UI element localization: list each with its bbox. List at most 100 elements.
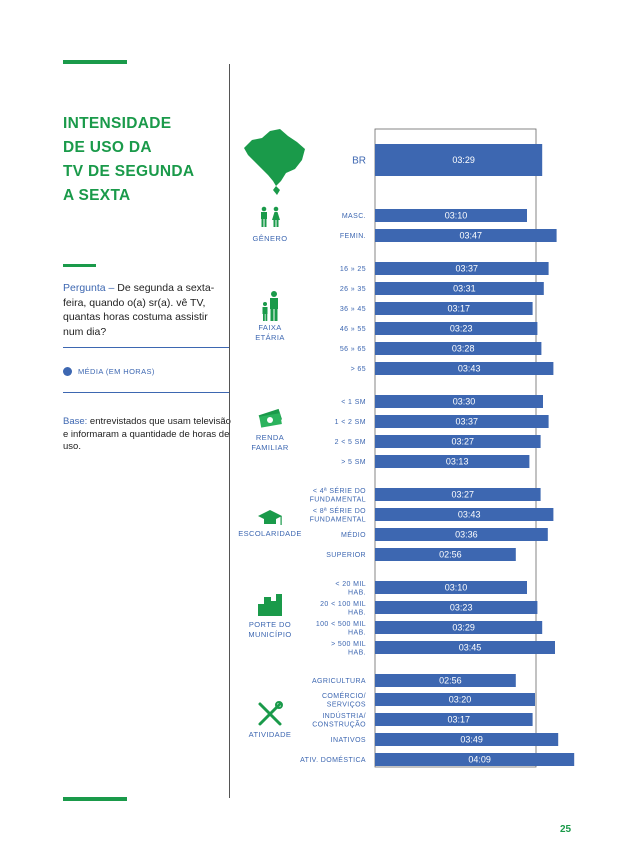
- category-label: > 500 MIL HAB.: [331, 641, 366, 657]
- category-label-line: INATIVOS: [331, 737, 366, 744]
- top-green-rule: [63, 60, 127, 64]
- brazil-map-icon: [244, 129, 305, 195]
- divider-line: [63, 347, 230, 348]
- group-label-line: RENDA: [256, 433, 284, 442]
- category-label-line: 46 » 55: [340, 326, 366, 333]
- category-label: SUPERIOR: [326, 552, 366, 559]
- bar: [375, 322, 538, 335]
- bar: [375, 435, 541, 448]
- category-label-line: HAB.: [348, 609, 366, 616]
- base-label: Base:: [63, 416, 88, 427]
- category-label-line: BR: [352, 156, 366, 167]
- category-label: MASC.: [342, 213, 366, 220]
- data-label: 03:36: [455, 530, 478, 540]
- group-label: ATIVIDADE: [249, 730, 292, 739]
- bar: [375, 262, 549, 275]
- group-label-line: ATIVIDADE: [249, 730, 292, 739]
- money-icon: [258, 408, 283, 428]
- bar: [375, 455, 530, 468]
- category-label-line: HAB.: [348, 649, 366, 656]
- category-label-line: SERVIÇOS: [327, 701, 366, 708]
- category-label-line: 36 » 45: [340, 306, 366, 313]
- category-label-line: INDÚSTRIA/: [322, 711, 366, 720]
- section-green-rule: [63, 264, 96, 267]
- category-label-line: SUPERIOR: [326, 552, 366, 559]
- bar: [375, 144, 543, 176]
- question-label: Pergunta –: [63, 282, 115, 294]
- data-label: 03:13: [446, 457, 469, 467]
- group-label: PORTE DO MUNICÍPIO: [248, 620, 291, 639]
- category-label: 2 < 5 SM: [335, 439, 366, 446]
- category-label: 1 < 2 SM: [335, 419, 366, 426]
- category-label: 26 » 35: [340, 286, 366, 293]
- city-icon: [258, 594, 282, 616]
- data-label: 03:45: [459, 643, 482, 653]
- data-label: 03:27: [452, 437, 475, 447]
- page-number: 25: [560, 824, 572, 835]
- bar: [375, 488, 541, 501]
- group-label-line: FAMILIAR: [251, 443, 289, 452]
- category-label-line: < 1 SM: [341, 399, 366, 406]
- base-body: entrevistados que usam televisão e infor…: [63, 416, 231, 452]
- category-label-line: HAB.: [348, 589, 366, 596]
- bar: [375, 508, 554, 521]
- column-separator: [229, 64, 230, 798]
- bar: [375, 282, 544, 295]
- category-label-line: > 65: [351, 366, 366, 373]
- bar: [375, 753, 575, 766]
- category-label: < 8ª SÉRIE DO FUNDAMENTAL: [310, 506, 367, 524]
- bar: [375, 621, 543, 634]
- bar: [375, 733, 559, 746]
- age-icon: [262, 291, 278, 321]
- category-label-line: < 20 MIL: [335, 581, 366, 588]
- data-label: 03:37: [456, 264, 479, 274]
- data-label: 03:29: [452, 155, 475, 165]
- data-label: 03:10: [445, 211, 468, 221]
- group-label: ESCOLARIDADE: [238, 529, 302, 538]
- data-label: 02:56: [439, 550, 462, 560]
- legend-dot-icon: [63, 367, 72, 376]
- group-label: FAIXA ETÁRIA: [255, 323, 285, 342]
- group-label-line: MUNICÍPIO: [248, 630, 291, 639]
- bar: [375, 601, 538, 614]
- category-label: ATIV. DOMÉSTICA: [300, 755, 366, 764]
- data-label: 03:29: [452, 623, 475, 633]
- category-label: 20 < 100 MIL HAB.: [320, 601, 366, 617]
- bar: [375, 395, 543, 408]
- category-label: 56 » 65: [340, 346, 366, 353]
- category-label: 46 » 55: [340, 326, 366, 333]
- data-label: 03:49: [460, 735, 483, 745]
- category-label: INATIVOS: [331, 737, 366, 744]
- category-label: 100 < 500 MIL HAB.: [316, 621, 366, 637]
- base-note: Base: entrevistados que usam televisão e…: [63, 416, 231, 454]
- category-label: < 4ª SÉRIE DO FUNDAMENTAL: [310, 486, 367, 504]
- question-text: Pergunta – De segunda a sexta-feira, qua…: [63, 281, 231, 339]
- bar: [375, 581, 527, 594]
- bar: [375, 693, 535, 706]
- bar: [375, 415, 549, 428]
- bar: [375, 229, 557, 242]
- category-label-line: FEMIN.: [340, 233, 366, 240]
- category-label-line: CONSTRUÇÃO: [312, 719, 366, 728]
- group-label-line: ETÁRIA: [255, 333, 285, 342]
- group-label-line: PORTE DO: [249, 620, 291, 629]
- category-label: INDÚSTRIA/CONSTRUÇÃO: [312, 711, 366, 729]
- bar: [375, 342, 542, 355]
- category-label-line: COMÉRCIO/: [322, 691, 366, 700]
- category-label-line: 1 < 2 SM: [335, 419, 366, 426]
- data-label: 03:20: [449, 695, 472, 705]
- bottom-green-rule: [63, 797, 127, 801]
- category-label: COMÉRCIO/SERVIÇOS: [322, 691, 366, 709]
- category-label: AGRICULTURA: [312, 678, 366, 685]
- bar: [375, 528, 548, 541]
- category-label-line: FUNDAMENTAL: [310, 516, 366, 523]
- category-label: MÉDIO: [341, 530, 366, 539]
- data-label: 03:23: [450, 603, 473, 613]
- bar: [375, 302, 533, 315]
- bar: [375, 713, 533, 726]
- bar: [375, 548, 516, 561]
- category-label-line: HAB.: [348, 629, 366, 636]
- bar: [375, 641, 555, 654]
- tools-icon: [258, 701, 283, 726]
- data-label: 03:17: [448, 304, 471, 314]
